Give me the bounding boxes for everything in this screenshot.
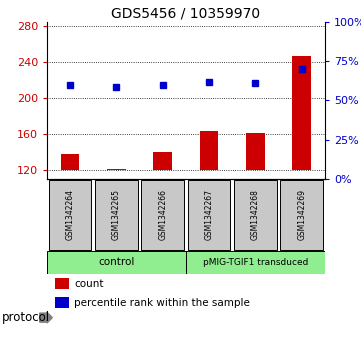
Text: GSM1342264: GSM1342264 — [66, 189, 75, 240]
Text: protocol: protocol — [2, 311, 50, 324]
FancyBboxPatch shape — [234, 180, 277, 250]
Text: GSM1342266: GSM1342266 — [158, 189, 167, 240]
Text: control: control — [98, 257, 135, 268]
Bar — [61, 154, 79, 170]
Text: GSM1342269: GSM1342269 — [297, 189, 306, 240]
Bar — [200, 131, 218, 170]
Bar — [55, 278, 69, 289]
FancyBboxPatch shape — [186, 251, 325, 274]
FancyBboxPatch shape — [188, 180, 230, 250]
Text: pMIG-TGIF1 transduced: pMIG-TGIF1 transduced — [203, 258, 308, 267]
Bar — [292, 56, 311, 170]
FancyBboxPatch shape — [49, 180, 91, 250]
Bar — [153, 152, 172, 170]
FancyBboxPatch shape — [142, 180, 184, 250]
Text: count: count — [74, 278, 104, 289]
FancyBboxPatch shape — [95, 180, 138, 250]
Title: GDS5456 / 10359970: GDS5456 / 10359970 — [111, 7, 261, 21]
Bar — [55, 297, 69, 308]
Text: percentile rank within the sample: percentile rank within the sample — [74, 298, 250, 307]
FancyBboxPatch shape — [280, 180, 323, 250]
Text: GSM1342268: GSM1342268 — [251, 189, 260, 240]
Text: GSM1342267: GSM1342267 — [205, 189, 214, 240]
Text: GSM1342265: GSM1342265 — [112, 189, 121, 240]
FancyBboxPatch shape — [47, 251, 186, 274]
Bar — [246, 133, 265, 170]
Bar — [107, 169, 126, 170]
